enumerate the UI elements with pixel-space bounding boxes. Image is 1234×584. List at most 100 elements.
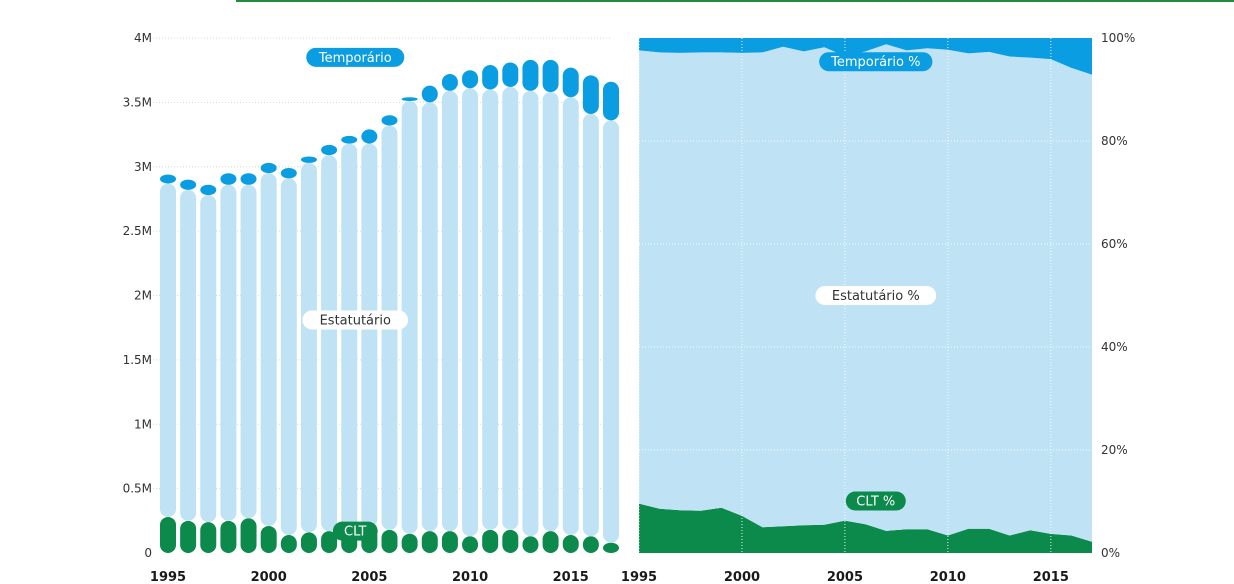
- left-y-tick-label: 1M: [134, 417, 152, 431]
- label-estatutario-background: [302, 310, 409, 330]
- left-gridlines: [150, 37, 611, 490]
- label-estatutario-pct-background: [815, 286, 937, 305]
- label-estatutario-pct: Estatutário %: [815, 286, 937, 305]
- bar-temporario-2014: [542, 59, 559, 93]
- label-temporario-pct-text: Temporário %: [830, 55, 920, 70]
- bar-clt-2012: [502, 529, 519, 553]
- bar-temporario-2017: [603, 81, 619, 121]
- bar-temporario-2007: [401, 97, 418, 102]
- right-y-tick-label: 100%: [1101, 31, 1135, 45]
- area-temporario: [639, 38, 1092, 75]
- bar-temporario-2001: [280, 168, 297, 179]
- bar-clt-2003: [321, 531, 338, 553]
- bar-estatutario-2014: [542, 92, 559, 532]
- bar-temporario-2005: [361, 129, 378, 144]
- bar-estatutario-2010: [462, 88, 479, 537]
- bar-temporario-2008: [421, 85, 438, 103]
- right-y-axis-ticks: 0% 20% 40% 60% 80% 100%: [1101, 31, 1135, 560]
- bar-estatutario-2015: [562, 97, 579, 535]
- bar-estatutario-2005: [361, 143, 378, 528]
- bar-estatutario-2003: [321, 155, 338, 532]
- left-y-tick-label: 2M: [134, 289, 152, 303]
- right-x-tick-label: 2015: [1033, 570, 1069, 584]
- label-clt-text: CLT: [344, 525, 367, 540]
- left-x-tick-label: 2010: [452, 570, 488, 584]
- bar-estatutario-1998: [220, 184, 237, 521]
- left-y-tick-label: 3.5M: [123, 95, 152, 109]
- bar-temporario-1997: [200, 184, 217, 196]
- bar-temporario-2004: [341, 135, 358, 144]
- bar-clt-1999: [240, 518, 257, 553]
- left-y-tick-label: 4M: [134, 31, 152, 45]
- left-x-tick-label: 2005: [351, 570, 387, 584]
- right-y-tick-label: 40%: [1101, 340, 1128, 354]
- bar-temporario-2010: [462, 70, 479, 89]
- bar-clt-1995: [160, 516, 176, 553]
- bar-clt-2014: [542, 531, 559, 553]
- right-y-tick-label: 60%: [1101, 237, 1128, 251]
- right-gridlines: [638, 38, 1110, 553]
- label-temporario-pct: Temporário %: [819, 52, 933, 72]
- right-x-tick-label: 2000: [724, 570, 760, 584]
- label-clt-pct: CLT %: [845, 491, 906, 511]
- left-y-tick-label: 0: [144, 546, 152, 560]
- bar-temporario-2013: [522, 59, 539, 91]
- bar-estatutario-2017: [603, 120, 619, 543]
- bar-estatutario-1996: [180, 189, 197, 521]
- bar-clt-2013: [522, 536, 539, 553]
- bar-clt-2001: [280, 534, 297, 553]
- label-clt-pct-text: CLT %: [856, 494, 895, 509]
- right-x-axis-ticks: 1995 2000 2005 2010 2015: [621, 570, 1069, 584]
- bar-temporario-1998: [220, 173, 237, 185]
- bar-temporario-2002: [300, 156, 317, 163]
- bar-estatutario-2002: [300, 162, 317, 533]
- left-bars: [160, 59, 619, 553]
- right-x-tick-label: 2010: [930, 570, 966, 584]
- left-x-tick-label: 2015: [553, 570, 589, 584]
- label-temporario-background: [306, 47, 405, 67]
- label-clt-background: [332, 521, 378, 541]
- bar-temporario-1996: [180, 179, 197, 190]
- label-clt: CLT: [332, 521, 378, 541]
- bar-clt-2008: [421, 531, 438, 553]
- right-x-tick-label: 2005: [827, 570, 863, 584]
- bar-clt-1996: [180, 520, 197, 553]
- bar-clt-1997: [200, 522, 217, 553]
- top-accent-line: [236, 0, 1234, 2]
- bar-clt-1998: [220, 520, 237, 553]
- right-x-tick-label: 1995: [621, 570, 657, 584]
- bar-estatutario-2007: [401, 101, 418, 534]
- left-y-tick-label: 3M: [134, 160, 152, 174]
- bar-estatutario-2012: [502, 86, 519, 530]
- bar-clt-2017: [603, 542, 619, 553]
- bar-clt-2000: [260, 525, 277, 553]
- left-y-tick-label: 2.5M: [123, 224, 152, 238]
- label-estatutario-pct-text: Estatutário %: [832, 289, 920, 304]
- area-clt: [639, 503, 1092, 553]
- left-x-axis-ticks: 1995 2000 2005 2010 2015: [150, 570, 589, 584]
- bar-clt-2011: [482, 529, 499, 553]
- left-x-tick-label: 2000: [251, 570, 287, 584]
- bar-temporario-1999: [240, 173, 257, 185]
- bar-temporario-2011: [482, 65, 499, 90]
- bar-temporario-2012: [502, 62, 519, 87]
- bar-estatutario-2013: [522, 90, 539, 537]
- right-y-tick-label: 80%: [1101, 134, 1128, 148]
- left-y-axis-ticks: 0 0.5M 1M 1.5M 2M 2.5M 3M 3.5M 4M: [123, 31, 152, 560]
- bar-estatutario-2000: [260, 173, 277, 526]
- bar-clt-2010: [462, 536, 479, 553]
- bar-temporario-2009: [441, 74, 458, 91]
- label-temporario-text: Temporário: [318, 51, 392, 66]
- bar-temporario-2006: [381, 115, 398, 126]
- label-temporario: Temporário: [306, 47, 405, 67]
- bar-clt-2015: [562, 534, 579, 553]
- bar-clt-2006: [381, 529, 398, 553]
- right-y-tick-label: 0%: [1101, 546, 1120, 560]
- bar-clt-2002: [300, 532, 317, 553]
- bar-estatutario-2004: [341, 143, 358, 530]
- bar-temporario-2016: [582, 75, 599, 114]
- bar-estatutario-1997: [200, 195, 217, 523]
- left-y-tick-label: 0.5M: [123, 482, 152, 496]
- bar-estatutario-1999: [240, 184, 257, 519]
